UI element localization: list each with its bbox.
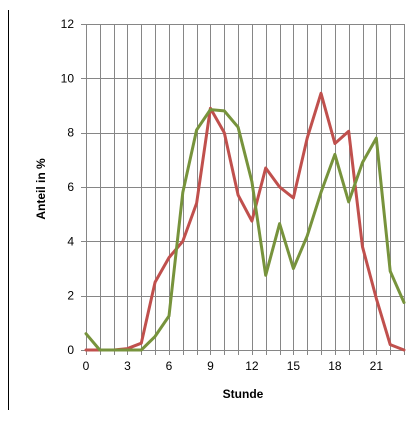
series-lines	[84, 91, 406, 352]
x-tick-label: 3	[124, 359, 131, 373]
x-tick-label: 18	[328, 359, 342, 373]
y-tick-label: 6	[67, 180, 74, 194]
y-tick-label: 0	[67, 343, 74, 357]
series-line-2	[84, 108, 406, 352]
series-line-1	[84, 91, 406, 352]
x-tick-labels: 0 3 6 9 12 15 18 21	[83, 359, 384, 373]
x-tick-label: 6	[166, 359, 173, 373]
y-axis-title: Anteil in %	[34, 158, 48, 220]
x-tick-label: 0	[83, 359, 90, 373]
y-tick-label: 2	[67, 289, 74, 303]
x-axis-title: Stunde	[223, 387, 264, 401]
y-tick-label: 10	[61, 71, 75, 85]
y-tick-labels: 0 2 4 6 8 10 12	[61, 17, 75, 357]
x-tick-label: 12	[245, 359, 259, 373]
y-tick-label: 12	[61, 17, 75, 31]
y-tick-label: 8	[67, 126, 74, 140]
x-tick-label: 21	[370, 359, 384, 373]
x-tick-label: 9	[207, 359, 214, 373]
x-tick-label: 15	[287, 359, 301, 373]
y-tick-label: 4	[67, 234, 74, 248]
